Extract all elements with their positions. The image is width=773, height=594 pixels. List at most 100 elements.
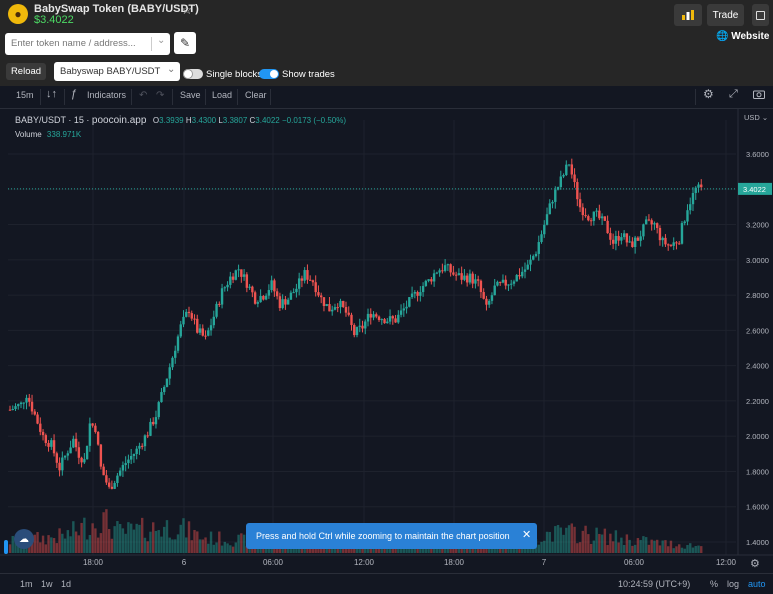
- time-tick-label: 12:00: [716, 558, 737, 567]
- candle-body: [270, 280, 273, 291]
- volume-bar: [496, 547, 499, 553]
- token-title: BabySwap Token (BABY/USDT): [34, 3, 199, 15]
- chart-toolbar: [0, 86, 773, 109]
- candle-body: [253, 292, 257, 304]
- clear-button[interactable]: Clear: [245, 90, 267, 100]
- candle-body: [397, 314, 400, 323]
- candle-body: [551, 201, 554, 204]
- candle-body: [438, 270, 441, 273]
- candle-body: [689, 204, 692, 211]
- close-icon[interactable]: ✕: [522, 529, 532, 541]
- log-scale-button[interactable]: log: [727, 579, 740, 589]
- candle-body: [625, 233, 629, 243]
- settings-gear-icon[interactable]: ⚙: [703, 87, 714, 101]
- token-search-input[interactable]: Enter token name / address... ⌄: [5, 33, 170, 55]
- volume-bar: [237, 534, 240, 553]
- candle-body: [66, 453, 70, 456]
- candle-body: [91, 423, 94, 426]
- candle-body: [587, 216, 590, 221]
- percent-scale-button[interactable]: %: [710, 579, 719, 589]
- edit-icon-button[interactable]: ✎: [174, 32, 196, 54]
- volume-bar: [138, 524, 141, 553]
- volume-bar: [686, 545, 689, 553]
- volume-legend: Volume 338.971K: [15, 130, 82, 139]
- chart-icon-button[interactable]: [674, 4, 702, 26]
- favorite-star-icon[interactable]: ☆: [181, 2, 193, 17]
- fullscreen-icon[interactable]: ⤢: [729, 88, 738, 100]
- axis-settings-gear-icon[interactable]: ⚙: [750, 558, 760, 570]
- search-placeholder: Enter token name / address...: [11, 38, 136, 49]
- range-button[interactable]: 1m: [20, 579, 33, 589]
- volume-bar: [66, 530, 70, 553]
- time-axis[interactable]: 18:00 6 06:00 12:00 18:00 7 06:00 12:00: [0, 540, 773, 567]
- candle-body: [653, 223, 656, 225]
- indicators-button[interactable]: Indicators: [87, 90, 127, 100]
- volume-bar: [110, 538, 114, 553]
- volume-bar: [573, 526, 576, 553]
- volume-bar: [311, 545, 315, 553]
- time-tick-label: 18:00: [444, 558, 465, 567]
- candle-body: [570, 164, 574, 175]
- volume-bar: [606, 545, 609, 553]
- show-trades-toggle[interactable]: [259, 69, 279, 79]
- interval-button[interactable]: 15m: [16, 90, 34, 100]
- volume-bar: [149, 531, 152, 553]
- candle-body: [96, 431, 100, 445]
- undo-icon[interactable]: ↶: [139, 90, 148, 101]
- single-blocks-toggle[interactable]: [183, 69, 203, 79]
- candle-body: [47, 442, 50, 447]
- volume-bar: [185, 537, 188, 553]
- volume-bar: [77, 535, 81, 553]
- range-button[interactable]: 1d: [61, 579, 72, 589]
- volume-bar: [559, 527, 562, 553]
- menu-button[interactable]: [752, 4, 769, 26]
- candle-body: [512, 281, 516, 284]
- volume-bar: [642, 536, 645, 553]
- volume-bar: [88, 535, 92, 553]
- volume-bar: [584, 525, 587, 553]
- volume-bar: [33, 534, 36, 553]
- volume-bar: [50, 537, 53, 553]
- range-button[interactable]: 1w: [41, 579, 53, 589]
- candle-body: [17, 404, 20, 407]
- volume-bar: [592, 540, 596, 553]
- trade-button[interactable]: Trade: [707, 4, 744, 26]
- load-button[interactable]: Load: [212, 90, 233, 100]
- candle-type-icon[interactable]: ↓↑: [46, 88, 57, 100]
- candle-body: [85, 445, 89, 460]
- candle-body: [50, 440, 53, 447]
- chevron-down-icon[interactable]: ⌄: [157, 35, 166, 46]
- auto-scale-button[interactable]: auto: [748, 579, 766, 589]
- price-axis[interactable]: 3.60003.40003.20003.00002.80002.60002.40…: [8, 108, 772, 555]
- reload-button[interactable]: Reload: [6, 63, 46, 80]
- volume-bar: [143, 537, 147, 553]
- redo-icon[interactable]: ↷: [156, 90, 165, 101]
- volume-bar: [118, 523, 122, 553]
- save-button[interactable]: Save: [180, 90, 201, 100]
- volume-bar: [468, 545, 472, 553]
- volume-bar: [135, 523, 138, 553]
- volume-bar: [226, 543, 229, 553]
- show-trades-label: Show trades: [282, 69, 335, 80]
- bottom-toolbar: [0, 573, 773, 594]
- volume-bar: [565, 527, 568, 553]
- pair-select[interactable]: Babyswap BABY/USDT ⌄: [54, 62, 180, 81]
- candle-body: [642, 224, 645, 237]
- website-link[interactable]: 🌐 Website: [716, 31, 770, 42]
- candle-body: [267, 290, 271, 296]
- price-chart[interactable]: 3.60003.40003.20003.00002.80002.60002.40…: [0, 108, 773, 573]
- camera-icon[interactable]: [753, 89, 765, 101]
- volume-bar: [689, 543, 692, 553]
- candle-body: [655, 223, 659, 228]
- candle-body: [176, 336, 180, 351]
- volume-bar: [314, 545, 317, 553]
- currency-select[interactable]: USD ⌄: [744, 113, 769, 122]
- candle-body: [523, 269, 527, 272]
- volume-bar: [452, 545, 455, 553]
- volume-bar: [658, 545, 662, 553]
- candle-body: [584, 215, 587, 217]
- candle-body: [94, 425, 97, 432]
- candle-body: [603, 216, 607, 221]
- volume-bar: [198, 539, 202, 553]
- cloud-icon[interactable]: ☁: [14, 529, 34, 549]
